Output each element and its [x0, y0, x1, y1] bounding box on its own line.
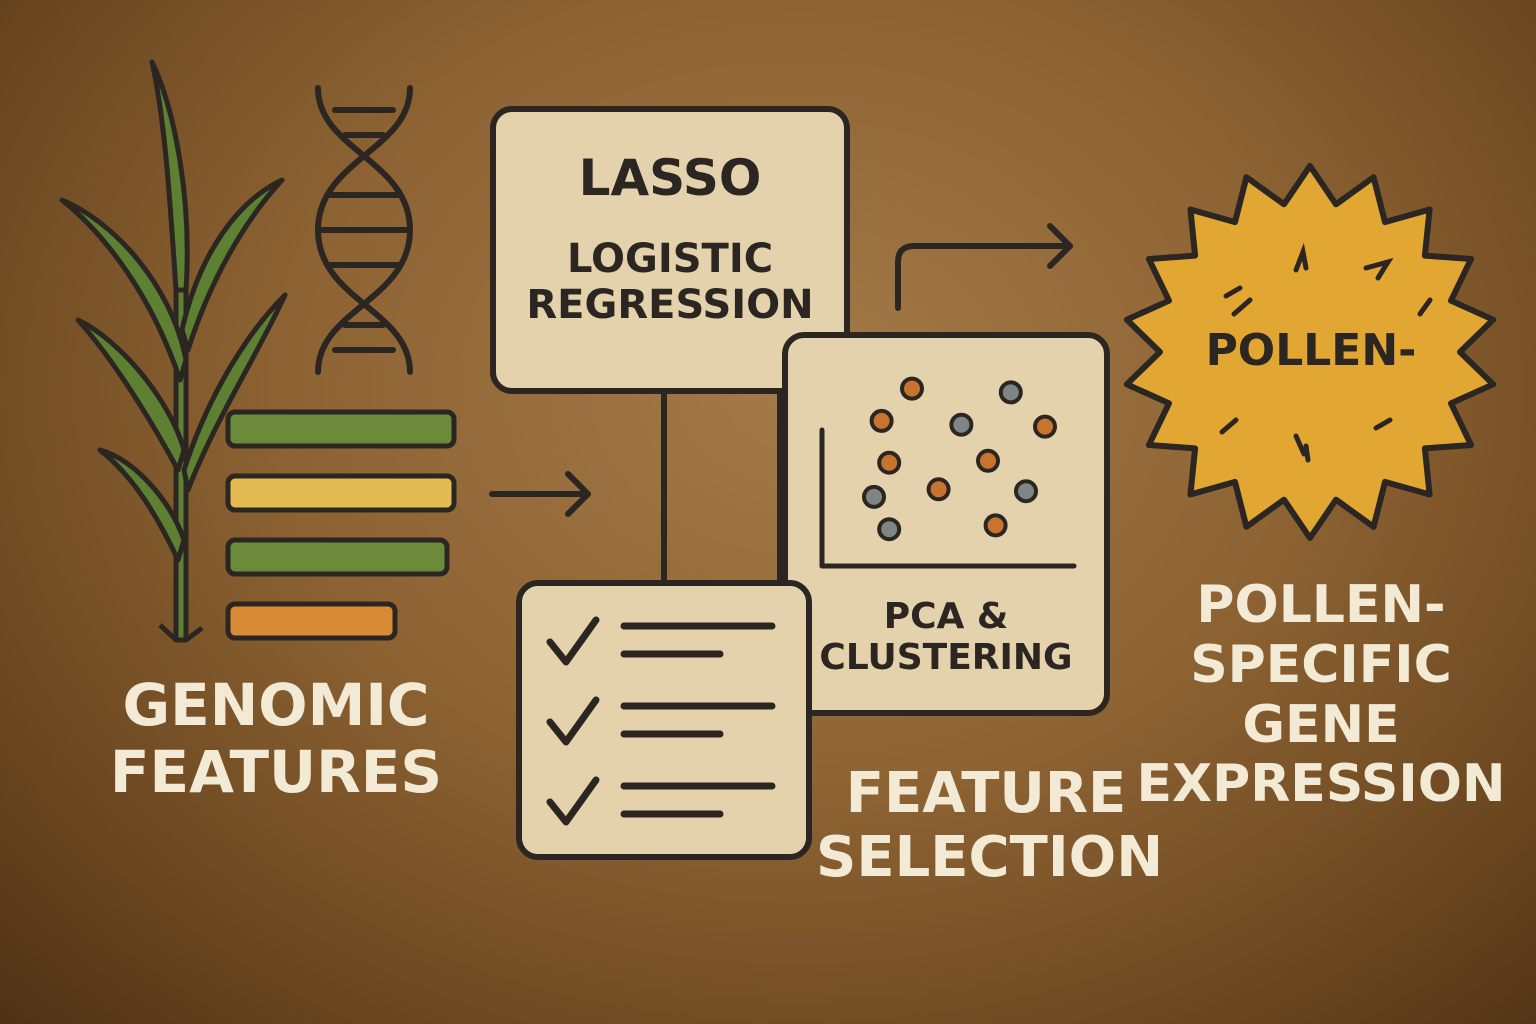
checkmark-icon	[546, 776, 600, 826]
scatter-point	[983, 513, 1008, 538]
dna-icon	[314, 85, 414, 375]
arrow-right-icon	[489, 471, 591, 517]
feature-bars	[225, 409, 457, 641]
checkmark-icon	[546, 616, 600, 666]
feature-bar	[225, 537, 450, 577]
pollen-grain-icon	[1123, 163, 1497, 541]
checkmark-icon	[546, 696, 600, 746]
scatter-point	[926, 477, 951, 502]
scatter-point	[976, 448, 1000, 473]
pca-label: PCA & CLUSTERING	[819, 596, 1073, 679]
pollen-badge-label: POLLEN-	[1205, 325, 1417, 376]
scatter-point	[862, 484, 886, 509]
pca-clustering-box	[782, 332, 1110, 716]
feature-bar	[225, 473, 457, 513]
feature-bar	[225, 601, 398, 641]
scatter-point	[869, 408, 894, 433]
plant-icon	[59, 59, 288, 643]
scatter-point	[877, 450, 902, 475]
scatter-point	[949, 412, 974, 437]
lasso-subtitle: LOGISTIC REGRESSION	[526, 236, 814, 328]
scatter-point	[900, 376, 924, 401]
lasso-title: LASSO	[578, 149, 762, 207]
output-label: POLLEN- SPECIFIC GENE EXPRESSION	[1136, 575, 1506, 815]
scatter-point	[1014, 479, 1038, 504]
scatter-point	[998, 380, 1023, 405]
connector-lines	[661, 389, 783, 585]
arrow-right-icon	[895, 223, 1073, 311]
scatter-point	[1033, 414, 1057, 439]
feature-selection-label: FEATURE SELECTION	[816, 761, 1164, 891]
genomic-features-label: GENOMIC FEATURES	[109, 671, 443, 806]
feature-bar	[225, 409, 457, 449]
scatter-point	[877, 517, 902, 542]
